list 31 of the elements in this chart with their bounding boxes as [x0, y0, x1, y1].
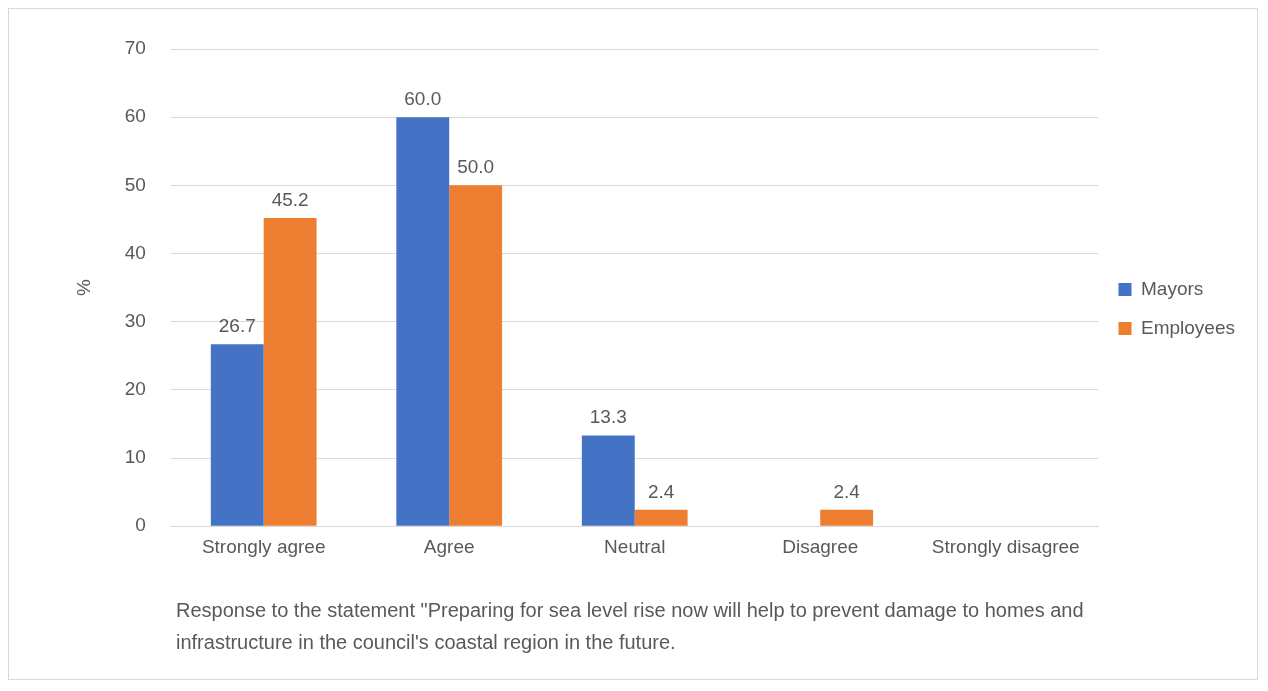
- y-tick-label: 50: [124, 173, 146, 195]
- y-tick-label: 30: [124, 309, 146, 331]
- bar: [820, 509, 874, 526]
- data-label: 13.3: [589, 406, 627, 428]
- y-tick-label: 70: [124, 37, 146, 59]
- bar: [449, 185, 503, 526]
- bar: [263, 218, 317, 526]
- y-tick-label: 0: [135, 514, 146, 536]
- data-label: 2.4: [833, 480, 861, 502]
- data-label: 50.0: [457, 156, 495, 178]
- data-label: 26.7: [218, 314, 256, 336]
- y-axis-title: %: [72, 279, 94, 297]
- y-tick-label: 60: [124, 105, 146, 127]
- x-tick-label: Disagree: [782, 535, 859, 557]
- x-tick-label: Neutral: [604, 535, 666, 557]
- x-tick-label: Strongly disagree: [931, 535, 1080, 557]
- y-tick-label: 40: [124, 241, 146, 263]
- x-tick-label: Strongly agree: [201, 535, 326, 557]
- bar: [581, 435, 635, 526]
- bar: [634, 509, 688, 526]
- data-label: 60.0: [404, 87, 442, 109]
- data-label: 2.4: [647, 480, 675, 502]
- bar: [396, 117, 450, 526]
- y-tick-label: 20: [124, 378, 146, 400]
- data-label: 45.2: [271, 188, 309, 210]
- x-tick-label: Agree: [423, 535, 475, 557]
- bar: [210, 344, 264, 526]
- y-tick-label: 10: [124, 446, 146, 468]
- legend-label: Mayors: [1141, 277, 1204, 299]
- legend-label: Employees: [1141, 316, 1236, 338]
- text: Response to the statement "Preparing for sea level rise now will help to prevent damage to homes and infrastructure in the council's coastal region in the future.: [176, 598, 1085, 655]
